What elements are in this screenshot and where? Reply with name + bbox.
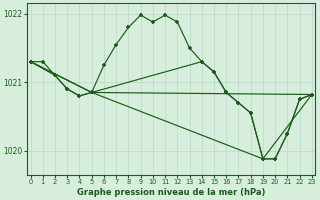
X-axis label: Graphe pression niveau de la mer (hPa): Graphe pression niveau de la mer (hPa)	[77, 188, 265, 197]
